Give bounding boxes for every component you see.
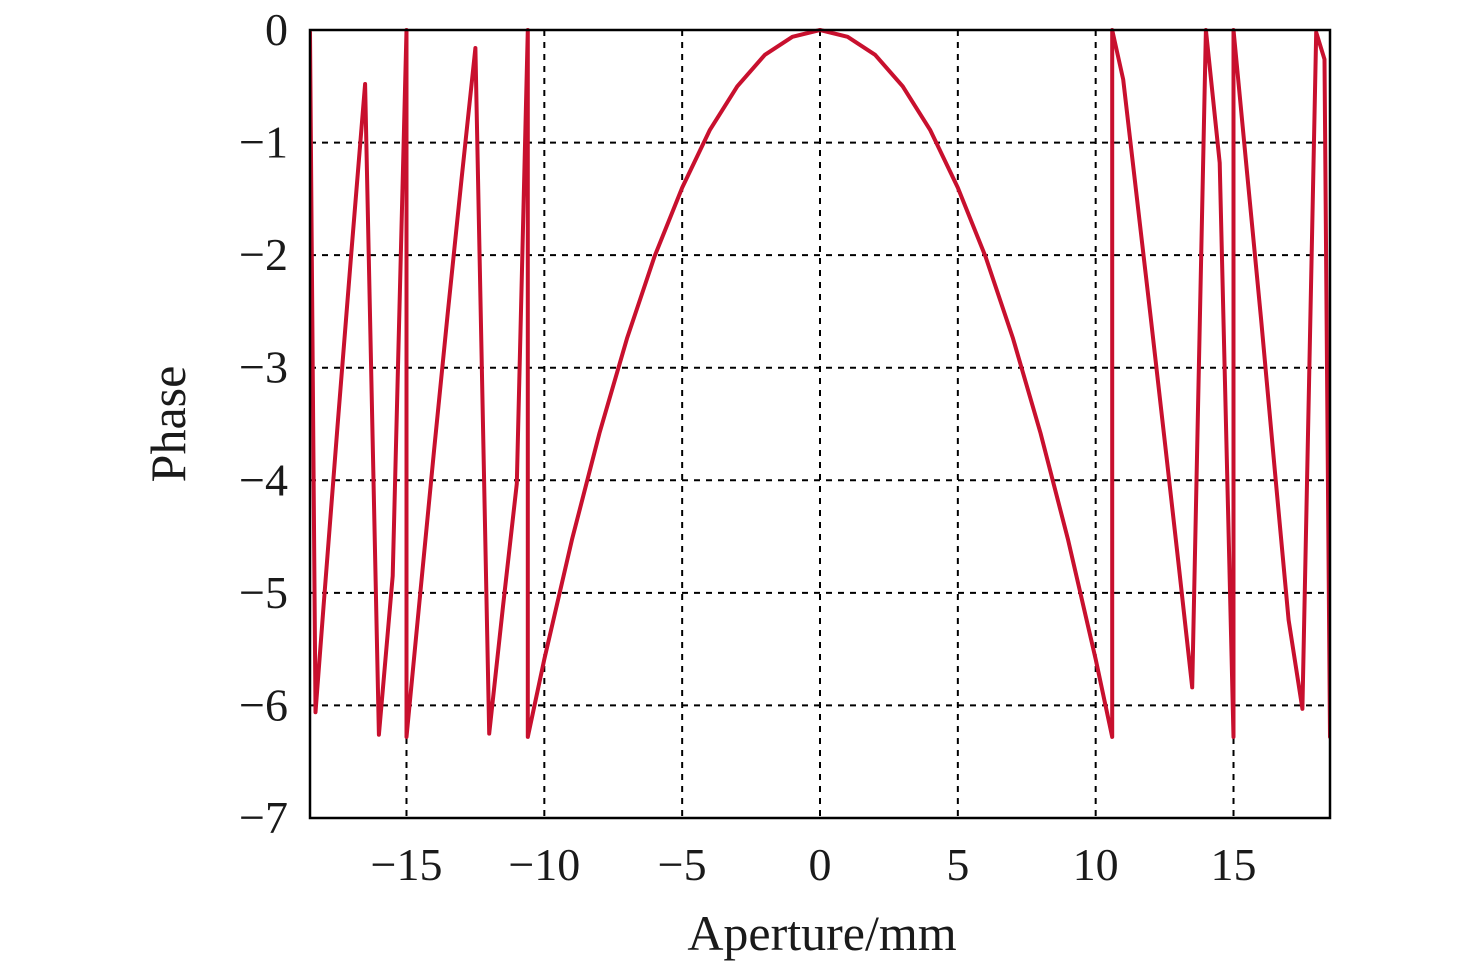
y-tick-label: −2 [239,229,288,280]
x-axis-label: Aperture/mm [687,905,956,961]
y-tick-label: −6 [239,679,288,730]
y-axis-label: Phase [140,366,196,483]
x-tick-label: 15 [1211,839,1257,890]
y-tick-label: −7 [239,792,288,843]
x-tick-label: 5 [946,839,969,890]
y-tick-label: −3 [239,342,288,393]
y-tick-label: −1 [239,117,288,168]
x-tick-label: 0 [809,839,832,890]
x-tick-label: 10 [1073,839,1119,890]
plot-frame [308,28,1332,820]
x-tick-label: −5 [658,839,707,890]
y-tick-labels: 0 −1 −2 −3 −4 −5 −6 −7 [239,4,288,843]
x-tick-labels: −15 −10 −5 0 5 10 15 [371,839,1257,890]
x-tick-label: −10 [508,839,580,890]
y-tick-label: 0 [265,4,288,55]
y-tick-label: −5 [239,567,288,618]
y-tick-label: −4 [239,454,288,505]
x-tick-label: −15 [371,839,443,890]
